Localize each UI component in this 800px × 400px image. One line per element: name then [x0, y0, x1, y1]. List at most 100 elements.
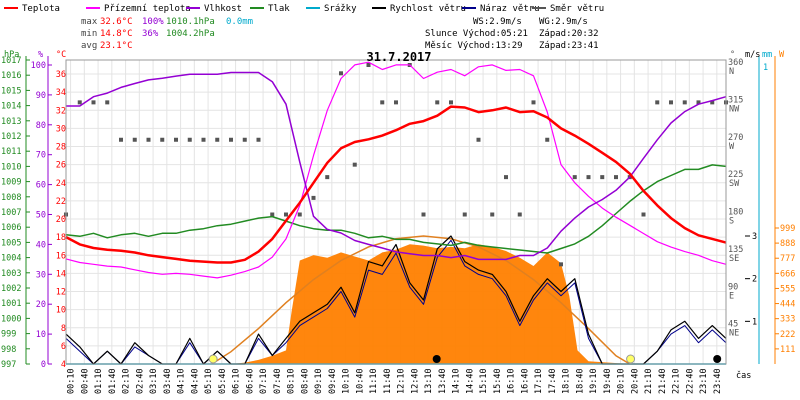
wind-direction-point	[352, 162, 357, 167]
tick-label-time: 15:40	[493, 368, 503, 394]
wind-direction-point	[229, 137, 233, 142]
tick-label-humidity: 70	[36, 151, 46, 161]
moonset-marker	[713, 355, 722, 363]
tick-label-pressure: 1002	[1, 284, 21, 294]
tick-label-temp: 30	[56, 124, 66, 134]
tick-label-humidity: 10	[36, 330, 46, 340]
legend-label: Vlhkost	[204, 4, 242, 14]
tick-label-temp: 14	[56, 269, 66, 279]
tick-label-temp: 34	[56, 88, 66, 98]
series-line-p-zemn-teplota	[65, 61, 727, 279]
tick-label-solar: 999	[780, 224, 795, 234]
tick-label-pressure: 1012	[1, 132, 21, 142]
legend-label: Srážky	[324, 4, 357, 14]
tick-label-pressure: 1015	[1, 86, 21, 96]
tick-label-time: 06:10	[232, 368, 242, 394]
tick-label-wind: 2	[752, 275, 757, 285]
tick-label-time: 09:10	[314, 368, 324, 394]
tick-label-time: 14:40	[465, 368, 475, 394]
tick-label-time: 04:40	[190, 368, 200, 394]
tick-label-solar: 555	[780, 284, 795, 294]
tick-label-rain: 1	[763, 63, 768, 73]
tick-label-time: 19:40	[603, 368, 613, 394]
axis-unit-w: W	[779, 50, 785, 60]
tick-label-cardinal: SW	[729, 179, 740, 189]
tick-label-time: 00:10	[67, 368, 77, 394]
wind-direction-point	[559, 262, 563, 267]
wind-direction-point	[284, 212, 288, 217]
sunrise-marker	[208, 354, 218, 364]
tick-label-time: 17:40	[548, 368, 558, 394]
legend-label: Rychlost větru	[390, 4, 466, 14]
tick-label-solar: 111	[780, 345, 795, 355]
wind-direction-point	[215, 137, 220, 142]
stat-sun: Slunce Východ:05:21	[425, 29, 528, 39]
legend-label: Teplota	[22, 4, 60, 14]
wind-direction-point	[531, 100, 536, 105]
tick-label-time: 00:40	[80, 368, 90, 394]
wind-direction-point	[545, 137, 550, 142]
stat-min-hum: 36%	[142, 29, 159, 39]
wind-direction-point	[91, 100, 96, 105]
tick-label-cardinal: W	[729, 142, 735, 152]
wind-direction-point	[146, 137, 151, 142]
tick-label-temp: 32	[56, 106, 66, 116]
series-line-vlhkost	[66, 71, 727, 261]
tick-label-pressure: 999	[1, 330, 16, 340]
tick-label-cardinal: N	[729, 67, 734, 77]
tick-label-cardinal: E	[729, 291, 734, 301]
tick-label-time: 12:10	[397, 368, 407, 394]
tick-label-humidity: 30	[36, 270, 46, 280]
stat-max-temp: 32.6°C	[100, 17, 133, 27]
tick-label-pressure: 1010	[1, 162, 21, 172]
tick-label-pressure: 1007	[1, 208, 21, 218]
legend-label: Náraz větru	[480, 4, 540, 14]
stat-min-label: min	[81, 29, 97, 39]
tick-label-temp: 36	[56, 70, 66, 80]
axis-unit-hpa: hPa	[4, 50, 19, 60]
wind-direction-point	[696, 100, 701, 105]
wind-direction-point	[476, 137, 481, 142]
wind-direction-point	[132, 137, 137, 142]
wind-direction-point	[77, 100, 82, 105]
tick-label-time: 18:10	[562, 368, 572, 394]
tick-label-pressure: 1014	[1, 102, 21, 112]
tick-label-direction: 270	[728, 133, 743, 143]
tick-label-time: 20:40	[630, 368, 640, 394]
tick-label-humidity: 90	[36, 91, 46, 101]
tick-label-time: 08:40	[300, 368, 310, 394]
tick-label-wind: 3	[752, 232, 757, 242]
legend-label: Tlak	[268, 4, 290, 14]
wind-direction-point	[641, 212, 646, 217]
tick-label-solar: 666	[780, 269, 795, 279]
tick-label-time: 02:40	[135, 368, 145, 394]
tick-label-direction: 315	[728, 95, 743, 105]
tick-label-pressure: 1017	[1, 56, 21, 66]
tick-label-pressure: 1011	[1, 147, 21, 157]
wind-direction-point	[119, 137, 123, 142]
stat-moon-set: Západ:23:41	[539, 41, 599, 51]
wind-direction-point	[297, 212, 302, 217]
stat-wg: WG:2.9m/s	[539, 17, 588, 27]
tick-label-time: 10:10	[342, 368, 352, 394]
tick-label-humidity: 50	[36, 211, 46, 221]
sunset-marker	[626, 354, 636, 364]
tick-label-pressure: 998	[1, 345, 16, 355]
tick-label-time: 02:10	[122, 368, 132, 394]
tick-label-time: 10:40	[355, 368, 365, 394]
wind-direction-point	[339, 71, 343, 76]
tick-label-time: 23:40	[713, 368, 723, 394]
series-line-tlak	[65, 164, 727, 254]
wind-direction-point	[504, 175, 508, 180]
tick-label-time: 11:10	[369, 368, 379, 394]
tick-label-time: 22:10	[672, 368, 682, 394]
axis-unit-ms: m/s	[745, 50, 760, 60]
tick-label-time: 04:10	[177, 368, 187, 394]
tick-label-temp: 18	[56, 233, 66, 243]
wind-direction-point	[105, 100, 110, 105]
astro-markers	[208, 354, 722, 364]
tick-label-cardinal: NE	[729, 329, 739, 339]
wind-direction-point	[311, 195, 316, 200]
plot-frame	[65, 59, 727, 365]
wind-direction-point	[490, 212, 495, 217]
